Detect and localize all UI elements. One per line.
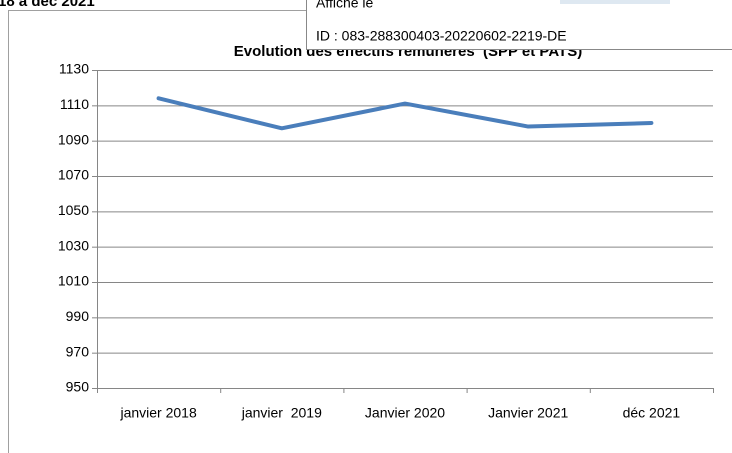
stamp-box [306, 0, 732, 50]
y-tick-label: 1030 [58, 237, 89, 253]
chart-frame [8, 10, 732, 453]
stamp: Affiché le ID : 083-288300403-20220602-2… [306, 0, 732, 50]
x-tick-label: janvier 2018 [119, 405, 196, 421]
y-tick-label: 1070 [58, 167, 89, 183]
x-tick-label: janvier 2019 [241, 405, 322, 421]
y-tick-label: 950 [66, 379, 90, 395]
x-tick-label: Janvier 2020 [365, 405, 445, 421]
x-tick-label: déc 2021 [623, 405, 681, 421]
y-tick-label: 990 [66, 308, 90, 324]
y-tick-label: 1110 [60, 96, 89, 112]
plot: 950 970 990 1010 1030 1050 1070 1090 1110 1130 jan… [58, 61, 714, 421]
y-tick-label: 1050 [58, 202, 89, 218]
header-text: 18 à déc 2021 [0, 0, 95, 10]
stamp-logo [560, 0, 670, 4]
stamp-id: ID : 083-288300403-20220602-2219-DE [316, 28, 567, 44]
y-tick-label: 1130 [59, 61, 89, 77]
y-tick-label: 1090 [58, 131, 89, 147]
series-line [156, 96, 654, 131]
y-tick-label: 970 [66, 343, 90, 359]
stamp-line1: Affiché le [316, 0, 374, 11]
x-tick-label: Janvier 2021 [488, 405, 568, 421]
y-tick-label: 1010 [58, 273, 89, 289]
